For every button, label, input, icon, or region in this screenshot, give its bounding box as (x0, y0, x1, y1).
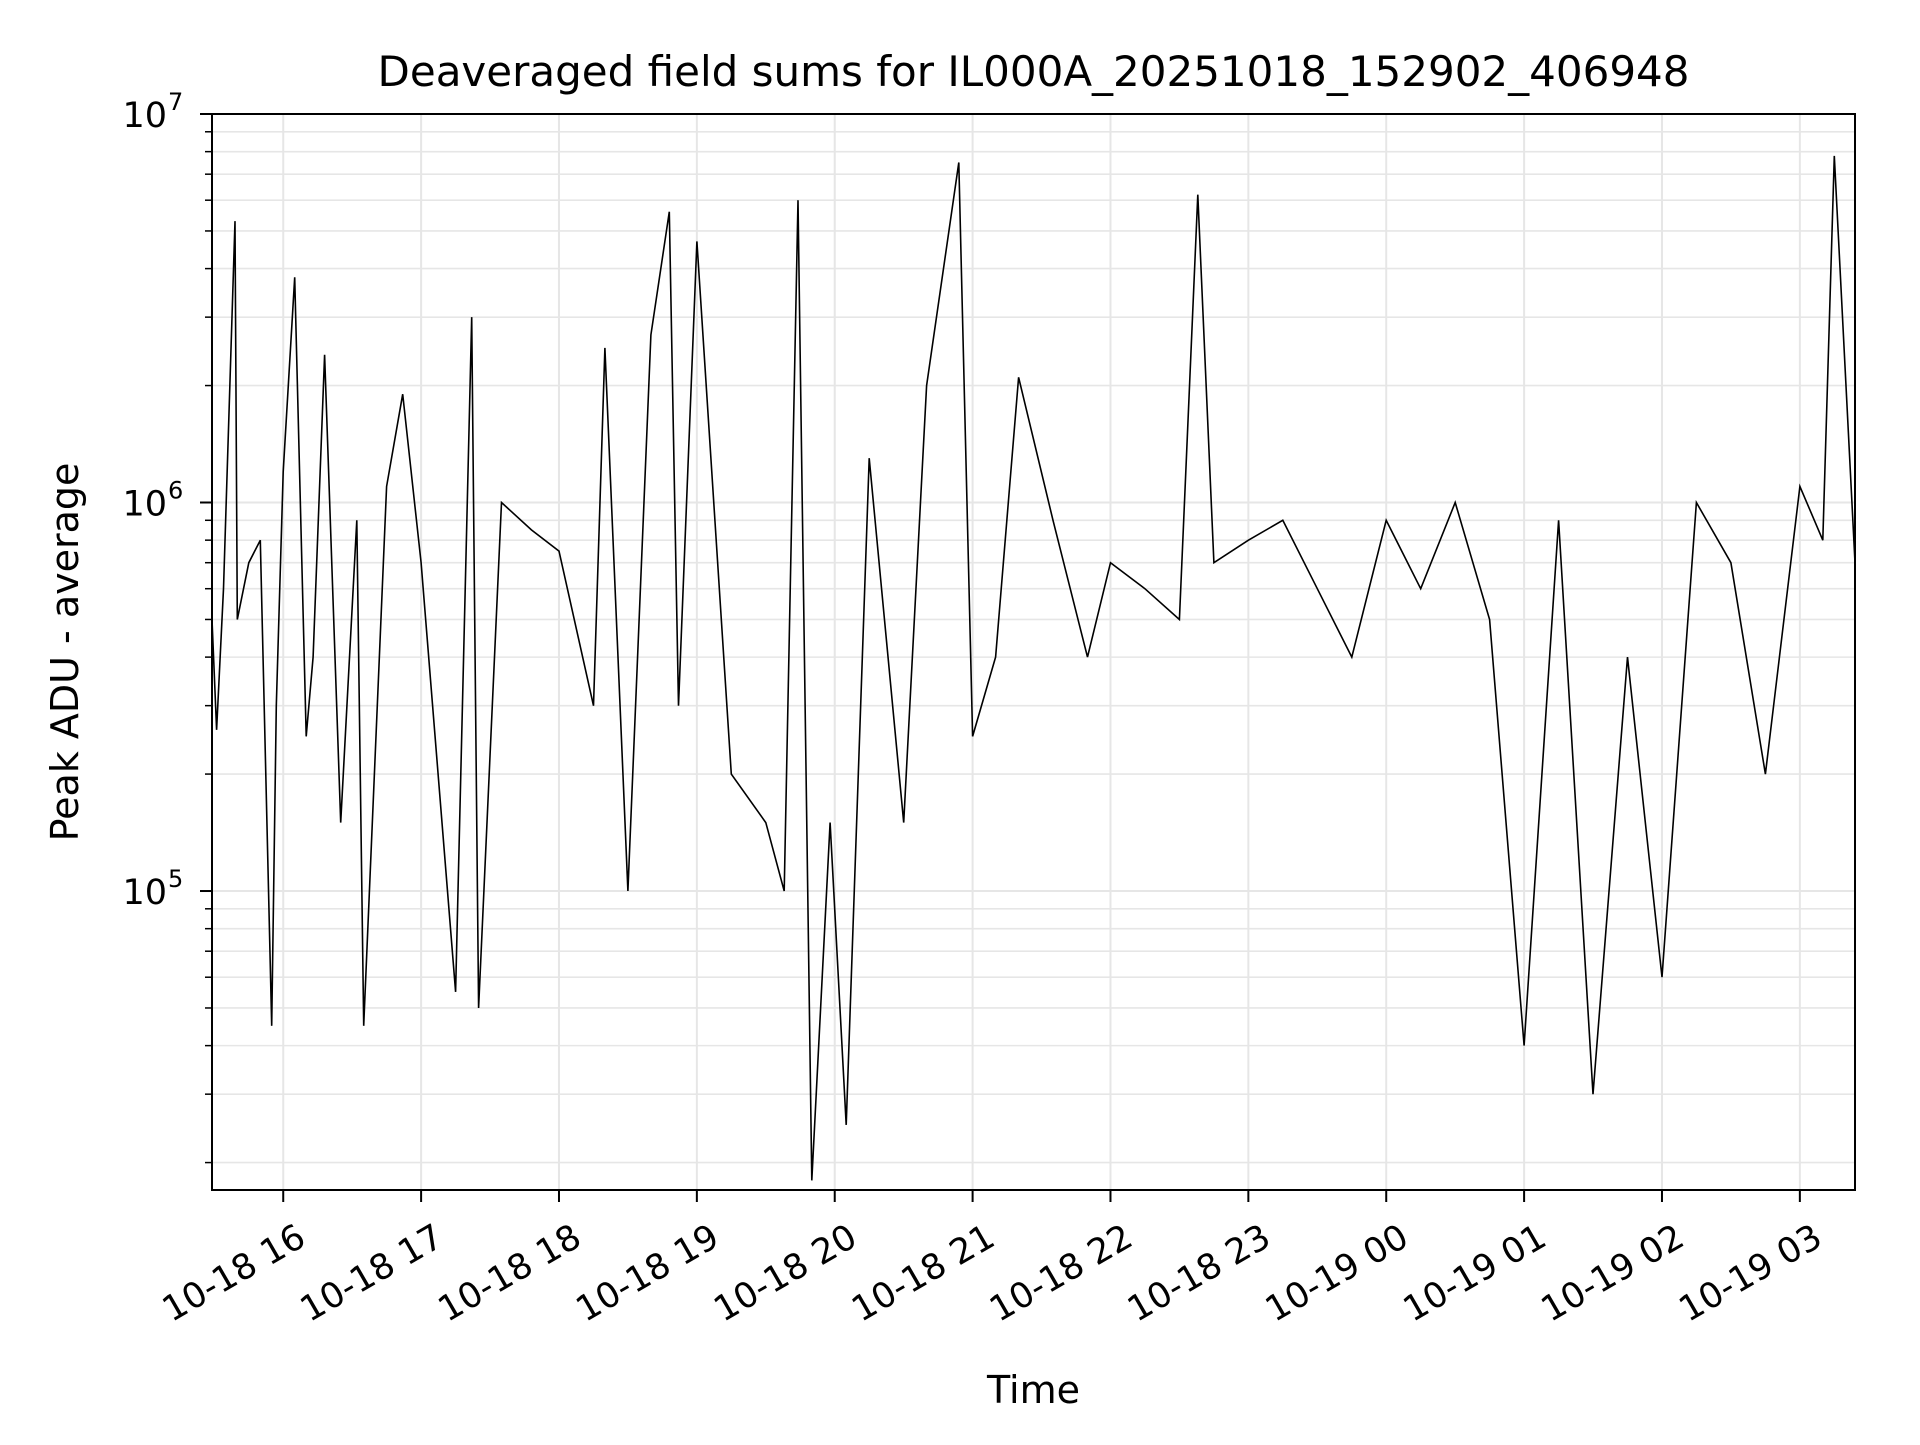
grid (212, 113, 1855, 1190)
y-axis-label: Peak ADU - average (43, 463, 87, 842)
y-tick-label-exponent: 5 (168, 865, 183, 893)
series-line (211, 155, 1856, 1181)
y-tick-label: 10 (122, 873, 167, 913)
x-axis-label: Time (986, 1368, 1080, 1412)
y-tick-label: 10 (122, 485, 167, 525)
y-tick-label-exponent: 6 (168, 477, 183, 505)
plot-frame (211, 113, 1856, 1191)
y-tick-label: 10 (122, 96, 167, 136)
data-series (211, 155, 1856, 1181)
chart-title: Deaveraged field sums for IL000A_2025101… (378, 47, 1690, 96)
y-tick-label-exponent: 7 (168, 88, 183, 116)
